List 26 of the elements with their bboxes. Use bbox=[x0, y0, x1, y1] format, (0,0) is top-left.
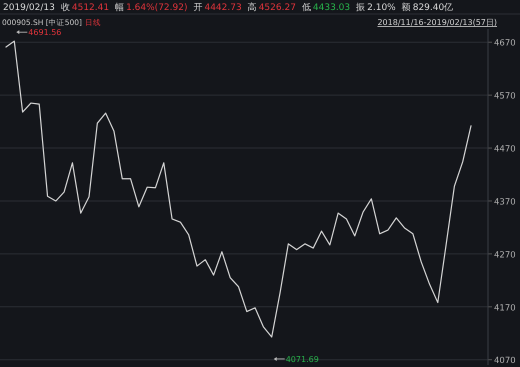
annotation: 4691.56 bbox=[28, 28, 62, 38]
text: 829.40亿 bbox=[412, 2, 454, 13]
y-tick-label: 4270 bbox=[494, 250, 516, 260]
text: 额 bbox=[402, 2, 411, 13]
annotation: 4071.69 bbox=[286, 354, 319, 364]
y-tick-label: 4370 bbox=[494, 197, 516, 208]
text: 4442.73 bbox=[204, 3, 242, 13]
text: 2.10% bbox=[367, 3, 396, 13]
line-series bbox=[5, 40, 472, 338]
y-tick-label: 4470 bbox=[494, 144, 516, 155]
text: 幅 bbox=[115, 2, 124, 13]
text: 高 bbox=[248, 2, 257, 13]
text: 2019/02/13 bbox=[3, 3, 55, 13]
text: 振 bbox=[356, 2, 366, 13]
y-tick-label: 4170 bbox=[494, 303, 516, 314]
text: 1.64%(72.92) bbox=[126, 3, 188, 13]
text: 4526.27 bbox=[258, 3, 296, 13]
text: 2018/11/16-2019/02/13(57日) bbox=[377, 18, 497, 27]
y-tick-label: 4570 bbox=[494, 92, 516, 102]
text: 收 bbox=[60, 2, 70, 13]
text: 4512.41 bbox=[72, 3, 110, 13]
text: 4433.03 bbox=[312, 3, 350, 13]
text: 低 bbox=[302, 2, 311, 13]
y-tick-label: 4670 bbox=[494, 38, 516, 49]
text: 开 bbox=[193, 3, 202, 13]
y-tick-label: 4070 bbox=[494, 356, 516, 366]
